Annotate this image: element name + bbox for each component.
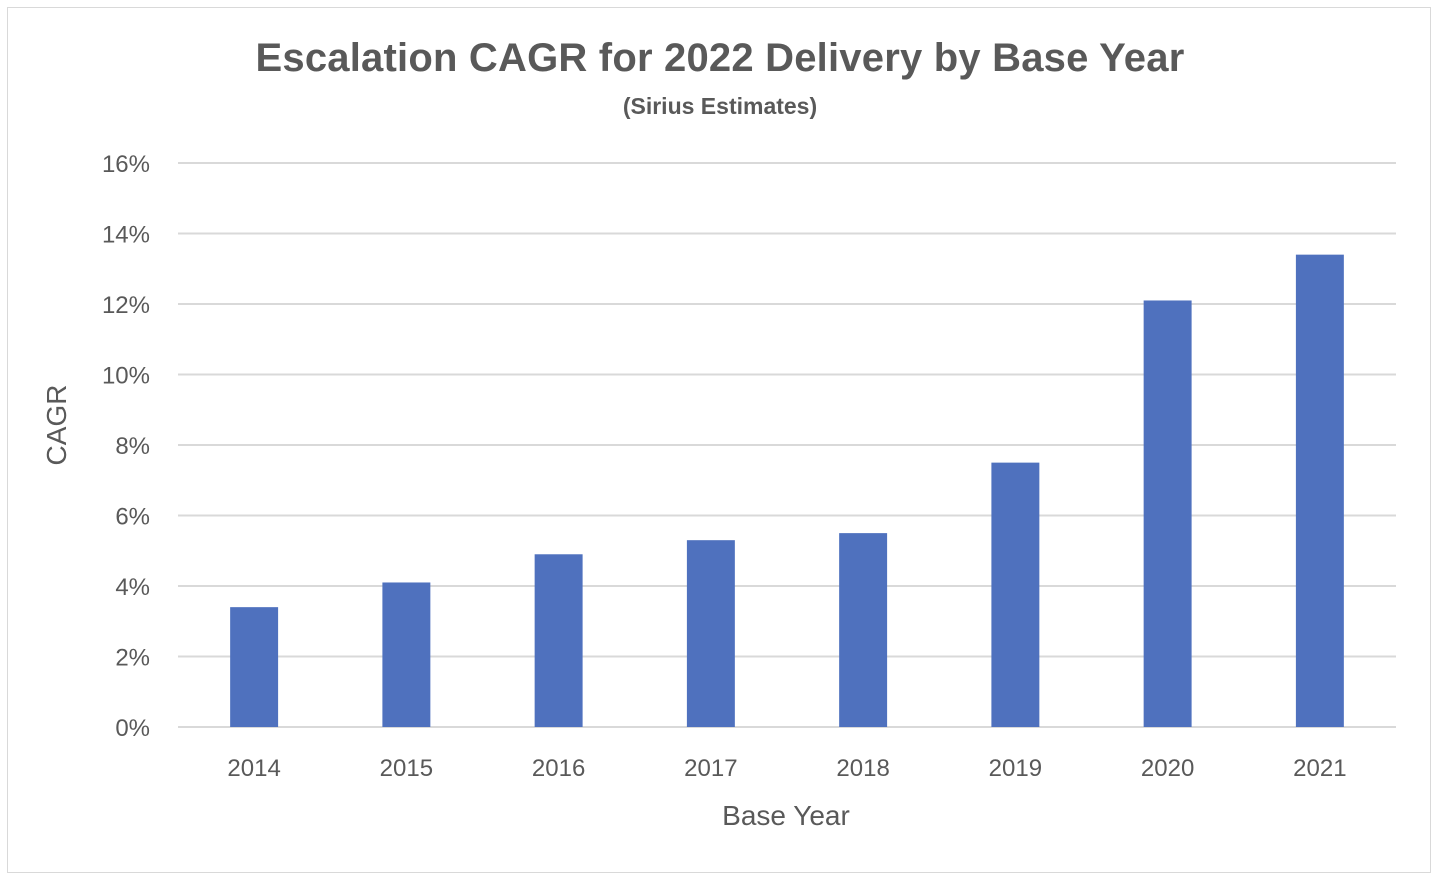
y-tick-label: 2% <box>115 645 150 672</box>
bar-2020 <box>1143 300 1192 727</box>
bars <box>230 254 1344 727</box>
gridlines <box>178 162 1396 728</box>
y-axis-ticks: 0% 2% 4% 6% 8% 10% 12% 14% 16% <box>102 151 150 742</box>
y-tick-label: 12% <box>102 292 150 319</box>
bar-2017 <box>686 540 735 727</box>
y-tick-label: 8% <box>115 433 150 460</box>
y-tick-label: 0% <box>115 715 150 742</box>
bar-2015 <box>382 582 431 727</box>
y-tick-label: 4% <box>115 574 150 601</box>
x-axis-ticks: 2014 2015 2016 2017 2018 2019 2020 2021 <box>227 755 1346 782</box>
x-tick-label: 2019 <box>989 755 1042 782</box>
x-tick-label: 2021 <box>1293 755 1346 782</box>
y-axis-title: CAGR <box>41 385 72 466</box>
y-tick-label: 16% <box>102 151 150 178</box>
x-tick-label: 2016 <box>532 755 585 782</box>
x-tick-label: 2015 <box>380 755 433 782</box>
bar-2021 <box>1295 254 1344 727</box>
x-tick-label: 2020 <box>1141 755 1194 782</box>
x-tick-label: 2014 <box>227 755 280 782</box>
y-tick-label: 6% <box>115 504 150 531</box>
bar-2019 <box>991 462 1040 727</box>
bar-2014 <box>230 607 279 727</box>
y-tick-label: 14% <box>102 222 150 249</box>
bar-2018 <box>839 533 888 727</box>
x-tick-label: 2017 <box>684 755 737 782</box>
x-tick-label: 2018 <box>836 755 889 782</box>
chart-title: Escalation CAGR for 2022 Delivery by Bas… <box>255 36 1185 80</box>
chart-subtitle: (Sirius Estimates) <box>622 93 818 119</box>
x-axis-title: Base Year <box>722 800 850 831</box>
chart-frame <box>7 7 1431 873</box>
bar-2016 <box>534 554 583 727</box>
y-tick-label: 10% <box>102 363 150 390</box>
